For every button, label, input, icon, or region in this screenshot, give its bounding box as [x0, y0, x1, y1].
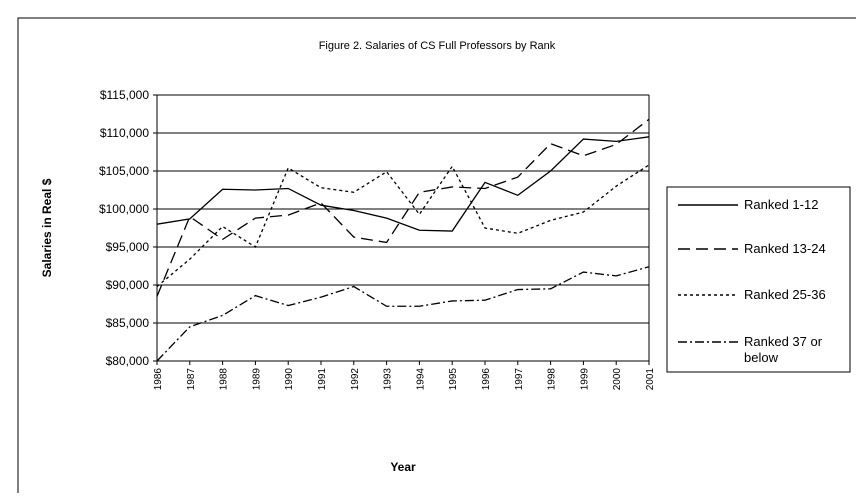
chart-title: Figure 2. Salaries of CS Full Professors…	[319, 40, 556, 52]
y-tick-label: $90,000	[106, 278, 150, 292]
y-tick-label: $100,000	[99, 202, 149, 216]
x-tick-label: 1986	[153, 368, 164, 391]
legend-label-line: below	[744, 350, 779, 365]
y-tick-label: $115,000	[100, 88, 149, 102]
series-line	[156, 136, 650, 232]
x-tick-label: 2001	[645, 368, 656, 391]
legend-label-line: Ranked 25-36	[744, 287, 826, 302]
x-tick-label: 1987	[186, 368, 197, 391]
y-tick-label: $85,000	[106, 316, 150, 330]
x-tick-label: 1989	[251, 368, 262, 391]
x-tick-label: 1990	[284, 368, 295, 391]
series-line	[156, 118, 650, 297]
legend-label-line: Ranked 13-24	[744, 241, 826, 256]
x-tick-label: 1991	[317, 368, 328, 391]
x-tick-label: 1998	[547, 368, 558, 391]
y-tick-label: $105,000	[99, 164, 149, 178]
series-line	[156, 266, 650, 362]
legend-label-line: Ranked 1-12	[744, 197, 818, 212]
x-tick-label: 1988	[219, 368, 230, 391]
y-tick-label: $95,000	[106, 240, 150, 254]
legend-box	[666, 186, 851, 373]
x-tick-label: 1993	[383, 368, 394, 391]
y-tick-label: $110,000	[100, 126, 149, 140]
legend-label: Ranked 25-36	[744, 287, 826, 302]
y-axis-label: Salaries in Real $	[40, 178, 54, 277]
legend-label: Ranked 1-12	[744, 197, 818, 212]
x-tick-label: 1995	[448, 368, 459, 391]
x-tick-label: 1996	[481, 368, 492, 391]
x-tick-label: 1997	[514, 368, 525, 391]
x-axis-label: Year	[390, 460, 416, 474]
legend-label-line: Ranked 37 or	[744, 334, 823, 349]
series-line	[156, 164, 650, 288]
x-tick-label: 1992	[350, 368, 361, 391]
y-tick-label: $80,000	[106, 354, 150, 368]
legend-label: Ranked 37 or below	[744, 334, 823, 365]
legend-label: Ranked 13-24	[744, 241, 826, 256]
x-tick-label: 1999	[579, 368, 590, 391]
x-tick-label: 1994	[415, 368, 426, 391]
x-tick-label: 2000	[612, 368, 623, 391]
